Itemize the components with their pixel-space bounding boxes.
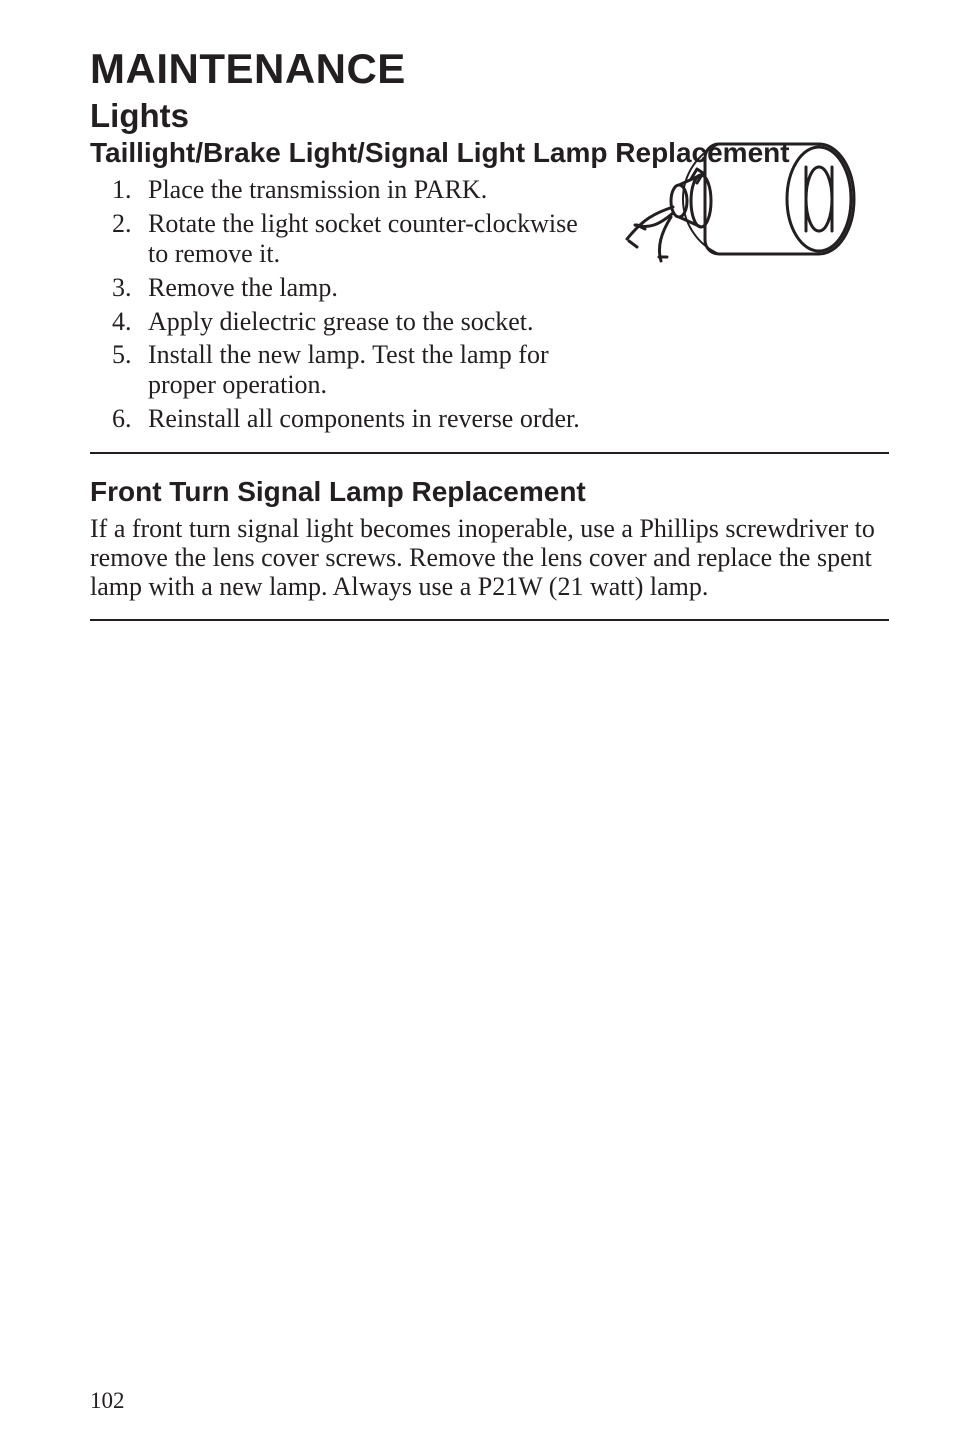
step-item: Place the transmission in PARK.	[138, 175, 558, 205]
section-taillight: Taillight/Brake Light/Signal Light Lamp …	[90, 137, 889, 434]
step-text: Rotate the light socket counter-clockwis…	[148, 209, 578, 268]
step-text: Reinstall all components in reverse orde…	[148, 404, 580, 433]
section-divider	[90, 619, 889, 621]
front-turn-signal-body: If a front turn signal light becomes ino…	[90, 514, 889, 601]
step-item: Install the new lamp. Test the lamp for …	[138, 340, 578, 400]
step-item: Remove the lamp.	[138, 273, 558, 303]
step-text: Install the new lamp. Test the lamp for …	[148, 340, 549, 399]
front-turn-signal-title: Front Turn Signal Lamp Replacement	[90, 476, 889, 508]
taillight-socket-diagram	[609, 129, 869, 279]
step-item: Rotate the light socket counter-clockwis…	[138, 209, 578, 269]
step-item: Reinstall all components in reverse orde…	[138, 404, 889, 434]
step-item: Apply dielectric grease to the socket.	[138, 307, 598, 337]
maintenance-heading: MAINTENANCE	[90, 45, 889, 93]
lamp-socket-icon	[609, 129, 869, 279]
step-text: Apply dielectric grease to the socket.	[148, 307, 534, 336]
step-text: Remove the lamp.	[148, 273, 338, 302]
section-front-turn-signal: Front Turn Signal Lamp Replacement If a …	[90, 476, 889, 601]
section-divider	[90, 452, 889, 454]
page-number: 102	[90, 1388, 125, 1414]
step-text: Place the transmission in PARK.	[148, 175, 487, 204]
